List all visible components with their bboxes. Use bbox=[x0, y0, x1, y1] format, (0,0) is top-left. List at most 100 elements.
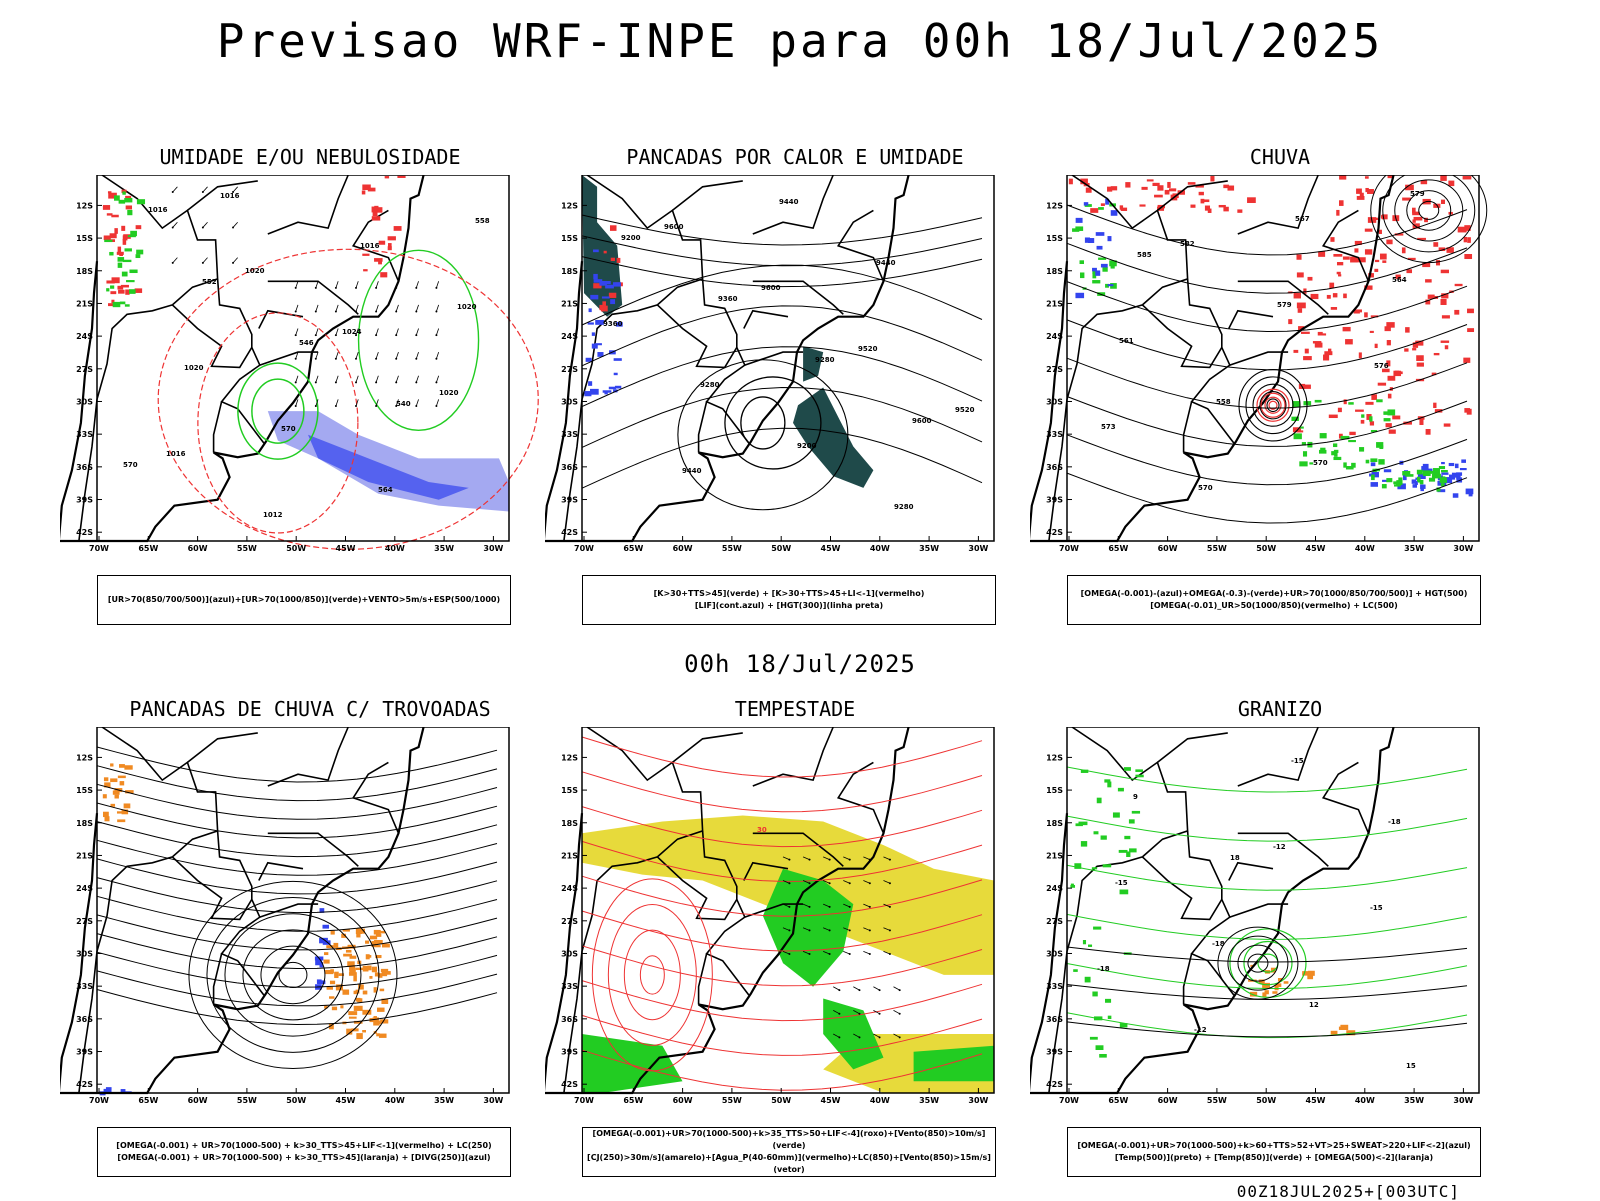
contour-label: 9200 bbox=[621, 234, 641, 242]
orange-area bbox=[348, 972, 357, 976]
rain-green bbox=[1376, 399, 1383, 403]
rain-red bbox=[1386, 340, 1391, 346]
temp850-contour bbox=[1099, 1053, 1107, 1058]
temp500-contour bbox=[1066, 946, 1468, 963]
rain-red bbox=[1190, 204, 1196, 208]
lat-tick-label: 12S bbox=[1046, 753, 1063, 762]
rain-red bbox=[1435, 260, 1441, 266]
wind-vector-head bbox=[375, 404, 378, 407]
streamline bbox=[96, 802, 498, 839]
wind-vector-head bbox=[838, 1012, 841, 1015]
rain-red bbox=[1412, 207, 1416, 214]
panel-legend: [UR>70(850/700/500)](azul)+[UR>70(1000/8… bbox=[97, 575, 511, 625]
wind-vector bbox=[232, 221, 238, 228]
rain-red bbox=[1345, 339, 1353, 345]
lon-tick-label: 65W bbox=[623, 1096, 643, 1105]
panel-title: UMIDADE E/OU NEBULOSIDADE bbox=[159, 145, 461, 169]
omega-orange bbox=[1302, 971, 1311, 976]
rain-red bbox=[1356, 188, 1362, 194]
wind-vector bbox=[843, 950, 850, 955]
rain-red bbox=[1314, 342, 1323, 348]
lat-tick-label: 27S bbox=[1046, 365, 1063, 374]
lon-tick-label: 30W bbox=[1453, 544, 1473, 553]
wind-vector bbox=[782, 950, 790, 955]
legend-line: [LIF](cont.azul) + [HGT(300)](linha pret… bbox=[694, 601, 884, 610]
wind-vector bbox=[863, 856, 870, 860]
wind-vector-head bbox=[201, 191, 204, 194]
hgt500-contour bbox=[1370, 175, 1488, 264]
wind-vector-head bbox=[294, 404, 297, 407]
wind-vector bbox=[375, 304, 379, 312]
rain-red bbox=[1310, 293, 1319, 300]
rain-red bbox=[1152, 182, 1160, 187]
li-red bbox=[600, 305, 608, 312]
lat-tick-label: 33S bbox=[76, 982, 93, 991]
wind-vector bbox=[782, 903, 790, 908]
rain-red bbox=[1386, 239, 1393, 245]
wind-vector bbox=[782, 880, 790, 884]
lat-tick-label: 27S bbox=[561, 365, 578, 374]
contour-label: 9440 bbox=[876, 259, 896, 267]
rain-red bbox=[1338, 274, 1342, 277]
omega-orange bbox=[1277, 978, 1283, 982]
red-speckle bbox=[121, 189, 127, 194]
lat-tick-label: 15S bbox=[561, 234, 578, 243]
rain-blue bbox=[1088, 238, 1095, 243]
lc850-streamline bbox=[639, 955, 665, 995]
rain-green bbox=[1098, 257, 1107, 260]
rain-red bbox=[1330, 237, 1335, 242]
hgt500-contour bbox=[1252, 383, 1294, 427]
border-line bbox=[1321, 761, 1370, 834]
lon-tick-label: 45W bbox=[336, 1096, 356, 1105]
contour-label: -15 bbox=[1370, 904, 1383, 912]
orange-area bbox=[381, 943, 390, 948]
rain-blue bbox=[1107, 284, 1114, 287]
rain-red bbox=[1296, 254, 1302, 260]
contour-label: 1016 bbox=[148, 206, 168, 214]
wind-vector-head bbox=[395, 381, 398, 384]
wind-vector bbox=[883, 880, 891, 884]
wind-vector bbox=[436, 399, 440, 407]
temp500-contour bbox=[1066, 984, 1468, 1001]
wind-vector-head bbox=[415, 286, 418, 289]
map-frame bbox=[581, 175, 995, 542]
temp850-contour bbox=[1093, 831, 1099, 835]
panel-title: CHUVA bbox=[1249, 145, 1311, 169]
hgt-contour bbox=[581, 427, 983, 489]
hgt500-contour bbox=[1066, 472, 1468, 524]
li-red bbox=[603, 250, 607, 254]
rain-blue bbox=[1107, 236, 1112, 242]
rain-red bbox=[1440, 199, 1446, 204]
orange-area bbox=[110, 763, 114, 767]
omega-orange bbox=[1262, 992, 1267, 997]
rain-green bbox=[1314, 399, 1322, 403]
contour-label: 1020 bbox=[457, 303, 477, 311]
border-line bbox=[78, 856, 173, 1094]
contour-label: 1020 bbox=[245, 267, 265, 275]
rain-red bbox=[1293, 349, 1299, 353]
contour-label: 567 bbox=[1295, 215, 1310, 223]
rain-red bbox=[1463, 236, 1468, 243]
rain-red bbox=[1303, 288, 1307, 294]
wind-vector bbox=[863, 950, 870, 955]
wind-vector bbox=[375, 328, 379, 336]
wind-vector bbox=[202, 221, 208, 228]
wind-vector-head bbox=[201, 261, 204, 264]
wind-vector-head bbox=[898, 1036, 901, 1039]
rain-red bbox=[1343, 399, 1347, 405]
border-line bbox=[697, 401, 708, 453]
rain-blue bbox=[1420, 484, 1426, 489]
rain-green bbox=[1110, 283, 1117, 289]
green-speckle bbox=[127, 209, 133, 216]
wind-vector bbox=[415, 304, 419, 312]
wind-vector-head bbox=[314, 357, 317, 360]
lat-tick-label: 27S bbox=[1046, 917, 1063, 926]
rain-red bbox=[1412, 211, 1420, 216]
border-line bbox=[267, 280, 359, 315]
rain-red bbox=[1333, 253, 1343, 257]
lat-tick-label: 42S bbox=[1046, 528, 1063, 537]
lif-blue bbox=[585, 357, 592, 362]
red-speckle bbox=[135, 225, 142, 230]
red-speckle bbox=[118, 289, 125, 294]
lat-tick-label: 24S bbox=[1046, 332, 1063, 341]
